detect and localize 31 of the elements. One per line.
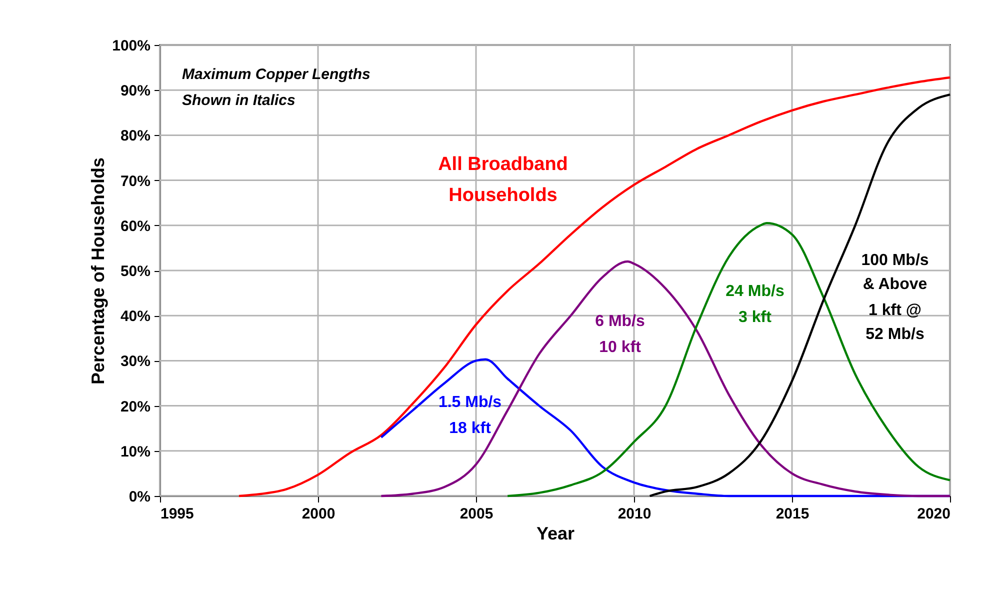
y-tick-label: 80% [120, 128, 150, 145]
y-tick-label: 90% [120, 82, 150, 100]
y-axis-title: Percentage of Households [88, 157, 108, 385]
annotation: 10 kft [599, 339, 642, 356]
y-tick-label: 70% [120, 172, 150, 190]
y-tick-label: 60% [120, 218, 150, 235]
y-tick-label: 50% [120, 263, 150, 280]
y-tick-label: 0% [128, 488, 150, 506]
series-label: 6 Mb/s [595, 313, 645, 330]
x-tick-label: 2015 [776, 506, 810, 522]
annotation: 1 kft @ 52 Mb/s [866, 302, 924, 343]
annotation: 18 kft [449, 420, 492, 437]
series-label: 100 Mb/s & Above [861, 252, 929, 293]
x-tick-label: 1995 [160, 506, 194, 522]
x-tick-label: 2005 [460, 506, 494, 522]
y-tick-label: 40% [120, 308, 150, 326]
series-label: 1.5 Mb/s [438, 394, 502, 411]
y-tick-label: 10% [120, 443, 150, 460]
y-tick-label: 100% [112, 38, 150, 54]
series-label: 24 Mb/s [726, 283, 784, 300]
annotation: 3 kft [738, 309, 772, 326]
x-axis-title: Year [536, 524, 575, 544]
y-tick-label: 30% [120, 353, 150, 370]
series-label: All Broadband Households [438, 154, 568, 206]
x-tick-label: 2000 [302, 506, 336, 522]
y-tick-label: 20% [120, 398, 150, 416]
annotation: Maximum Copper Lengths Shown in Italics [182, 66, 370, 109]
line-series [648, 94, 952, 498]
line-series [506, 222, 952, 498]
x-tick-label: 2010 [618, 506, 652, 522]
x-tick-label: 2020 [917, 506, 950, 522]
